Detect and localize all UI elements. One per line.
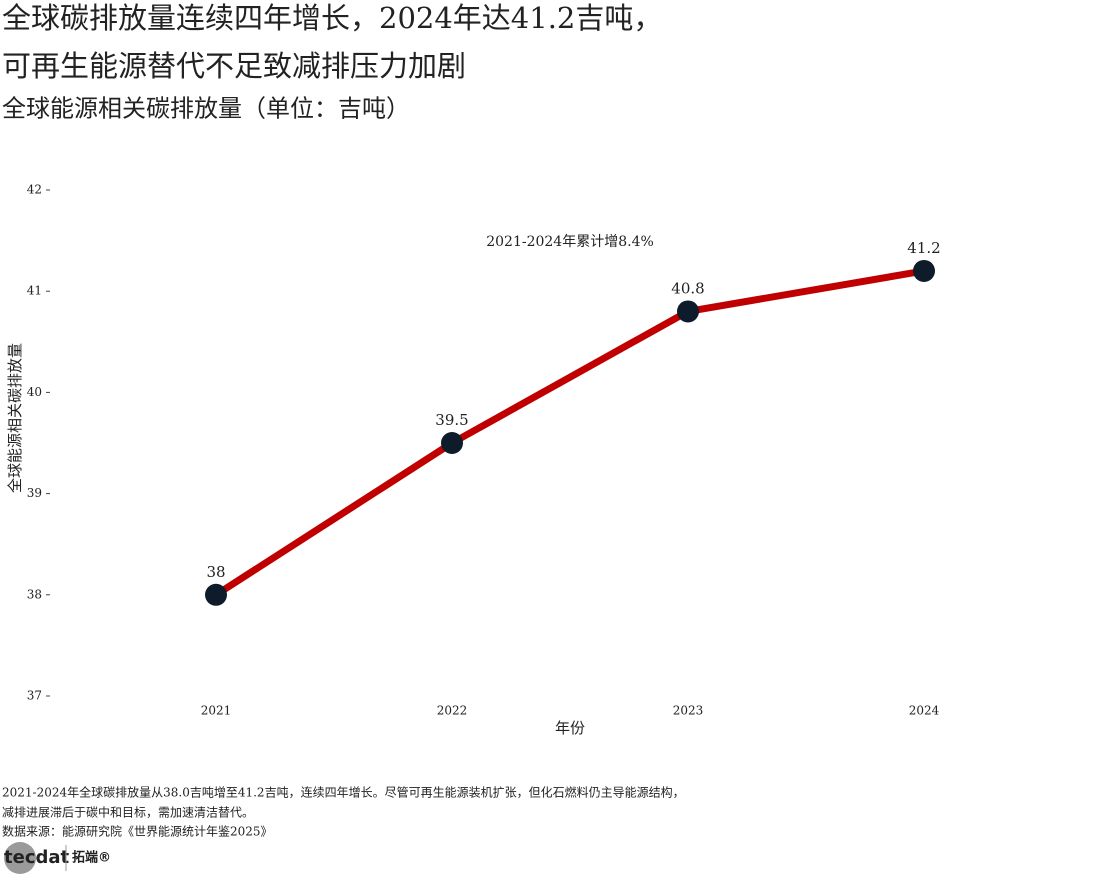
y-tick-label: 40 — [27, 385, 42, 399]
logo-name: 拓端® — [72, 850, 111, 866]
source: 数据来源：能源研究院《世界能源统计年鉴2025》 — [2, 824, 273, 839]
y-tick-label: 37 — [27, 689, 42, 703]
logo-badge — [4, 842, 36, 874]
x-tick-label: 2021 — [201, 704, 232, 718]
chart-title: 全球碳排放量连续四年增长，2024年达41.2吉吨， — [2, 1, 662, 35]
logo-brand: tecdat — [4, 847, 70, 868]
logo: tecdat 拓端® — [4, 842, 111, 874]
data-point — [205, 583, 227, 606]
y-tick-label: 42 — [27, 183, 42, 197]
data-point — [677, 300, 699, 323]
data-label: 41.2 — [907, 239, 940, 257]
x-tick-label: 2024 — [909, 704, 940, 718]
note: 减排进展滞后于碳中和目标，需加速清洁替代。 — [2, 805, 254, 820]
data-label: 38 — [206, 563, 225, 581]
data-point — [441, 432, 463, 454]
y-tick-label: 38 — [27, 587, 42, 601]
chart-title: 可再生能源替代不足致减排压力加剧 — [2, 49, 466, 83]
annotation: 2021-2024年累计增8.4% — [486, 234, 654, 250]
x-tick-label: 2022 — [437, 704, 468, 718]
y-axis-label: 全球能源相关碳排放量 — [6, 343, 24, 493]
data-label: 40.8 — [671, 279, 704, 297]
data-line — [214, 267, 925, 598]
note: 2021-2024年全球碳排放量从38.0吉吨增至41.2吉吨，连续四年增长。尽… — [2, 785, 685, 800]
data-label: 39.5 — [435, 411, 468, 429]
data-point — [913, 259, 935, 282]
x-tick-label: 2023 — [673, 704, 704, 718]
y-tick-label: 41 — [27, 284, 42, 298]
y-tick-label: 39 — [27, 486, 42, 500]
chart-subtitle: 全球能源相关碳排放量（单位：吉吨） — [2, 95, 410, 123]
x-axis-label: 年份 — [555, 719, 585, 737]
